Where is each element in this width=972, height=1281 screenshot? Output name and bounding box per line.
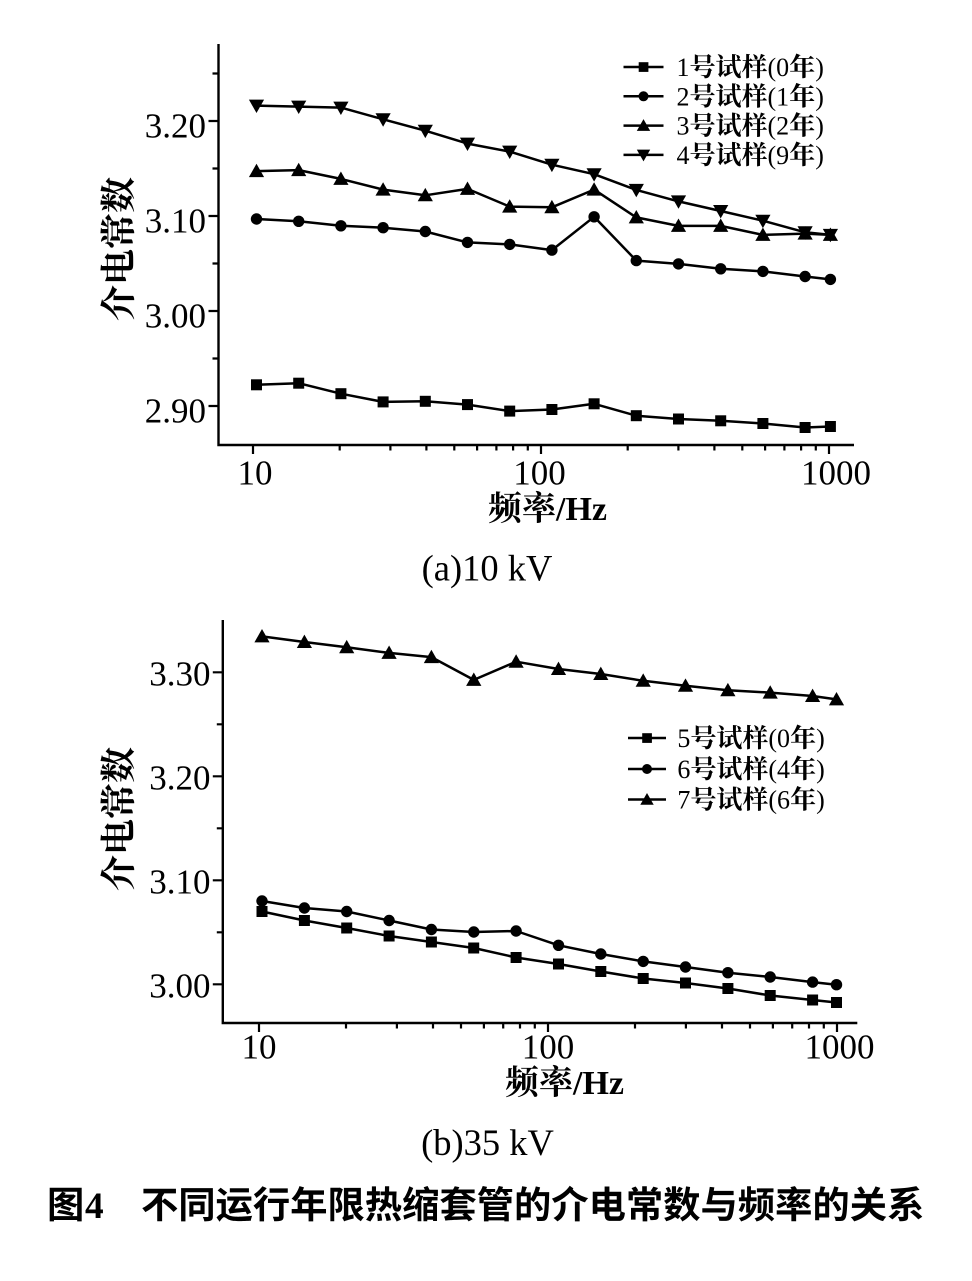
svg-text:3.00: 3.00: [149, 966, 210, 1005]
svg-text:3.30: 3.30: [149, 654, 210, 693]
svg-text:10: 10: [238, 454, 273, 493]
svg-text:1000: 1000: [801, 454, 871, 493]
svg-text:4: 4: [677, 141, 690, 170]
svg-text:): ): [816, 786, 825, 815]
svg-text:4: 4: [85, 1186, 104, 1227]
svg-text:): ): [815, 82, 824, 111]
svg-text:(2: (2: [768, 112, 790, 141]
svg-text:6: 6: [677, 755, 690, 784]
svg-text:3.20: 3.20: [149, 758, 210, 797]
svg-text:): ): [815, 53, 824, 82]
svg-text:2.90: 2.90: [145, 392, 206, 431]
svg-text:(a)10 kV: (a)10 kV: [422, 548, 553, 589]
svg-text:5: 5: [677, 724, 690, 753]
svg-text:): ): [816, 755, 825, 784]
svg-text:): ): [815, 112, 824, 141]
svg-text:(b)35 kV: (b)35 kV: [421, 1122, 554, 1163]
svg-text:7: 7: [677, 786, 690, 815]
svg-text:/Hz: /Hz: [572, 1065, 624, 1102]
svg-text:3.10: 3.10: [149, 862, 210, 901]
svg-text:3.20: 3.20: [145, 107, 206, 146]
svg-text:(0: (0: [768, 53, 790, 82]
svg-text:): ): [816, 724, 825, 753]
svg-text:1000: 1000: [805, 1028, 875, 1067]
svg-text:(6: (6: [768, 786, 790, 815]
svg-text:10: 10: [242, 1028, 277, 1067]
svg-text:(9: (9: [768, 141, 790, 170]
svg-text:100: 100: [522, 1028, 575, 1067]
svg-text:100: 100: [513, 454, 566, 493]
svg-text:(0: (0: [768, 724, 790, 753]
svg-text:(1: (1: [768, 82, 790, 111]
svg-text:2: 2: [677, 82, 690, 111]
svg-text:(4: (4: [768, 755, 790, 784]
svg-text:1: 1: [677, 53, 690, 82]
svg-text:/Hz: /Hz: [555, 491, 607, 528]
svg-text:3: 3: [677, 112, 690, 141]
svg-text:): ): [815, 141, 824, 170]
svg-text:3.00: 3.00: [145, 297, 206, 336]
svg-text:3.10: 3.10: [145, 202, 206, 241]
